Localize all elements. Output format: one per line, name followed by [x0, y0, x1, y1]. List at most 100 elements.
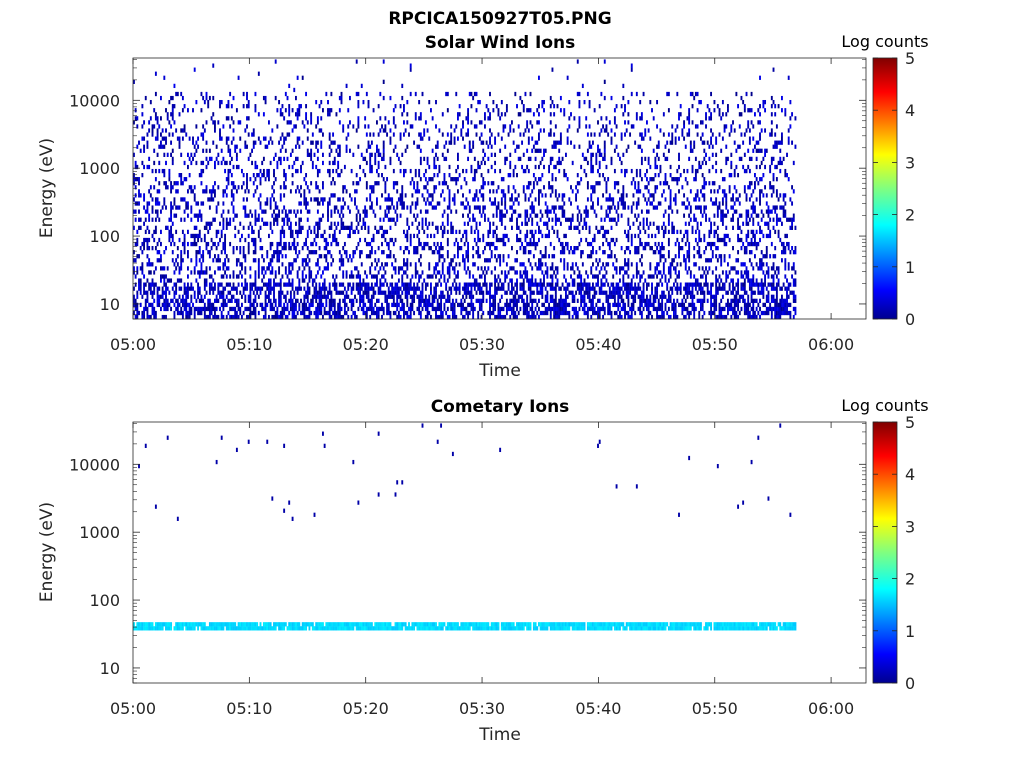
heatmap-cell	[534, 282, 537, 287]
heatmap-cell	[602, 302, 605, 308]
heatmap-cell	[397, 270, 400, 275]
heatmap-cell	[180, 173, 183, 178]
heatmap-cell	[288, 108, 291, 113]
heatmap-cell	[511, 193, 513, 198]
heatmap-cell	[487, 156, 490, 162]
heatmap-cell	[654, 160, 657, 166]
heatmap-cell	[462, 168, 464, 174]
heatmap-cell	[565, 173, 567, 178]
heatmap-cell	[448, 314, 451, 320]
heatmap-cell	[595, 310, 598, 316]
heatmap-cell	[257, 197, 260, 202]
heatmap-cell	[171, 298, 174, 303]
heatmap-cell	[337, 164, 340, 170]
heatmap-cell	[168, 302, 171, 308]
heatmap-cell	[195, 124, 198, 129]
heatmap-cell	[165, 282, 167, 287]
heatmap-cell	[451, 177, 454, 182]
heatmap-cell	[401, 185, 404, 190]
heatmap-cell	[428, 136, 431, 141]
heatmap-cell	[543, 302, 545, 308]
heatmap-cell	[516, 144, 518, 149]
heatmap-cell	[171, 286, 174, 291]
heatmap-cell	[553, 302, 556, 308]
heatmap-cell	[521, 298, 524, 303]
heatmap-cell	[627, 290, 630, 295]
heatmap-cell	[556, 270, 559, 275]
heatmap-cell	[465, 168, 468, 174]
heatmap-cell	[349, 225, 351, 230]
heatmap-cell	[656, 124, 659, 129]
heatmap-cell	[208, 225, 211, 230]
heatmap-cell	[502, 128, 505, 133]
heatmap-cell	[514, 290, 517, 295]
heatmap-cell	[468, 205, 471, 210]
heatmap-cell	[362, 282, 365, 287]
heatmap-cell	[463, 282, 466, 287]
heatmap-cell	[200, 306, 203, 312]
heatmap-cell	[153, 310, 156, 316]
heatmap-cell	[315, 262, 318, 267]
heatmap-cell	[484, 152, 486, 157]
heatmap-cell	[455, 298, 458, 303]
heatmap-cell	[161, 144, 164, 149]
heatmap-cell	[640, 132, 643, 137]
heatmap-cell	[652, 177, 655, 182]
heatmap-cell	[559, 258, 562, 263]
heatmap-cell	[347, 124, 350, 129]
heatmap-cell	[160, 132, 162, 137]
heatmap-cell	[337, 310, 340, 316]
heatmap-cell	[406, 217, 409, 222]
heatmap-cell	[401, 278, 404, 283]
heatmap-cell	[408, 290, 410, 295]
heatmap-cell	[227, 177, 230, 182]
heatmap-cell	[268, 282, 270, 287]
heatmap-cell	[413, 290, 416, 295]
heatmap-cell	[362, 290, 365, 295]
heatmap-cell	[563, 274, 566, 279]
heatmap-cell	[446, 306, 449, 312]
heatmap-cell	[401, 83, 404, 89]
heatmap-cell	[603, 233, 606, 239]
heatmap-cell	[624, 302, 626, 308]
heatmap-cell	[578, 274, 581, 279]
heatmap-cell	[389, 237, 392, 243]
heatmap-cell	[311, 282, 314, 287]
heatmap-cell	[403, 173, 405, 178]
heatmap-cell	[387, 205, 390, 210]
heatmap-cell	[531, 221, 534, 226]
heatmap-cell	[176, 189, 179, 194]
heatmap-cell	[133, 266, 135, 271]
heatmap-cell	[644, 229, 647, 235]
heatmap-cell	[227, 99, 230, 105]
heatmap-cell	[453, 270, 456, 275]
heatmap-cell	[313, 229, 316, 235]
heatmap-cell	[149, 262, 152, 267]
heatmap-cell	[315, 144, 318, 149]
heatmap-cell	[170, 233, 173, 239]
heatmap-cell	[603, 310, 606, 316]
heatmap-cell	[509, 128, 512, 133]
heatmap-cell	[615, 282, 618, 287]
heatmap-cell	[301, 75, 304, 80]
heatmap-cell	[512, 173, 515, 178]
heatmap-cell	[539, 250, 542, 255]
heatmap-cell	[600, 205, 603, 210]
heatmap-cell	[443, 258, 446, 263]
heatmap-cell	[563, 209, 566, 214]
heatmap-cell	[318, 290, 321, 295]
heatmap-cell	[404, 286, 407, 291]
heatmap-cell	[176, 306, 179, 312]
heatmap-cell	[281, 209, 284, 214]
heatmap-cell	[490, 270, 493, 275]
heatmap-cell	[453, 306, 456, 312]
heatmap-cell	[276, 314, 279, 320]
heatmap-cell	[296, 286, 299, 291]
heatmap-cell	[151, 209, 154, 214]
heatmap-cell	[430, 108, 432, 113]
heatmap-cell	[227, 181, 230, 186]
heatmap-cell	[148, 246, 151, 251]
heatmap-cell	[426, 282, 429, 287]
heatmap-cell	[646, 209, 648, 214]
heatmap-cell	[646, 221, 648, 226]
